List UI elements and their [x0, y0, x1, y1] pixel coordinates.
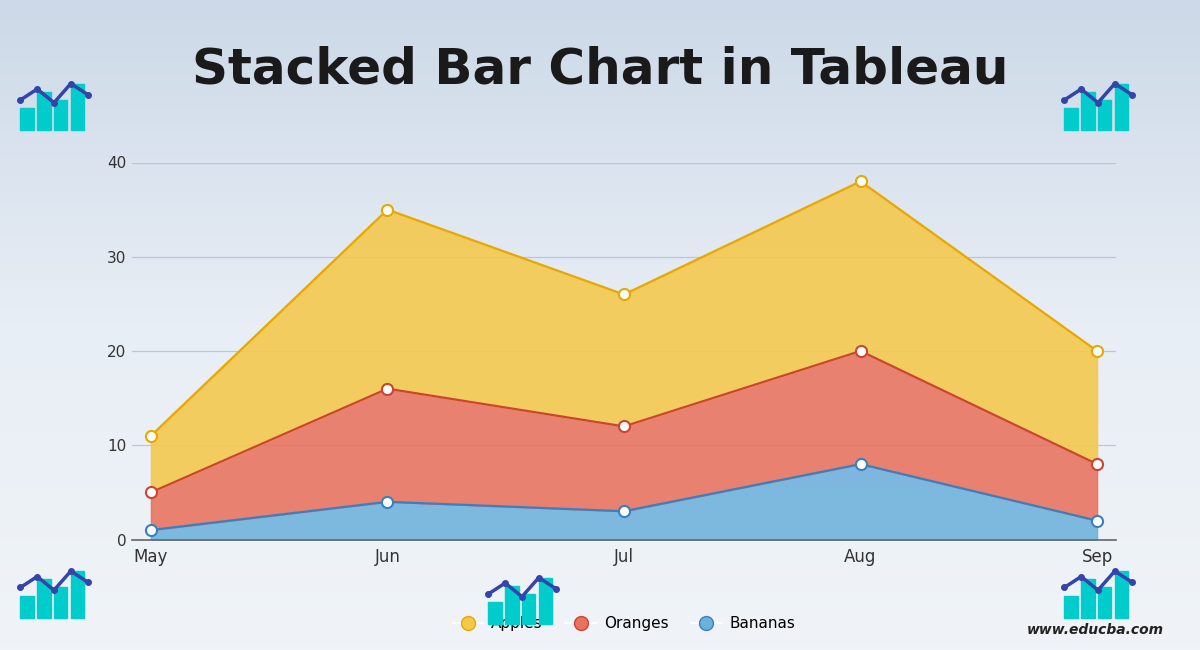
Text: Stacked Bar Chart in Tableau: Stacked Bar Chart in Tableau [192, 46, 1008, 94]
Text: www.educba.com: www.educba.com [1027, 623, 1164, 637]
Legend: Apples, Oranges, Bananas: Apples, Oranges, Bananas [446, 610, 802, 638]
